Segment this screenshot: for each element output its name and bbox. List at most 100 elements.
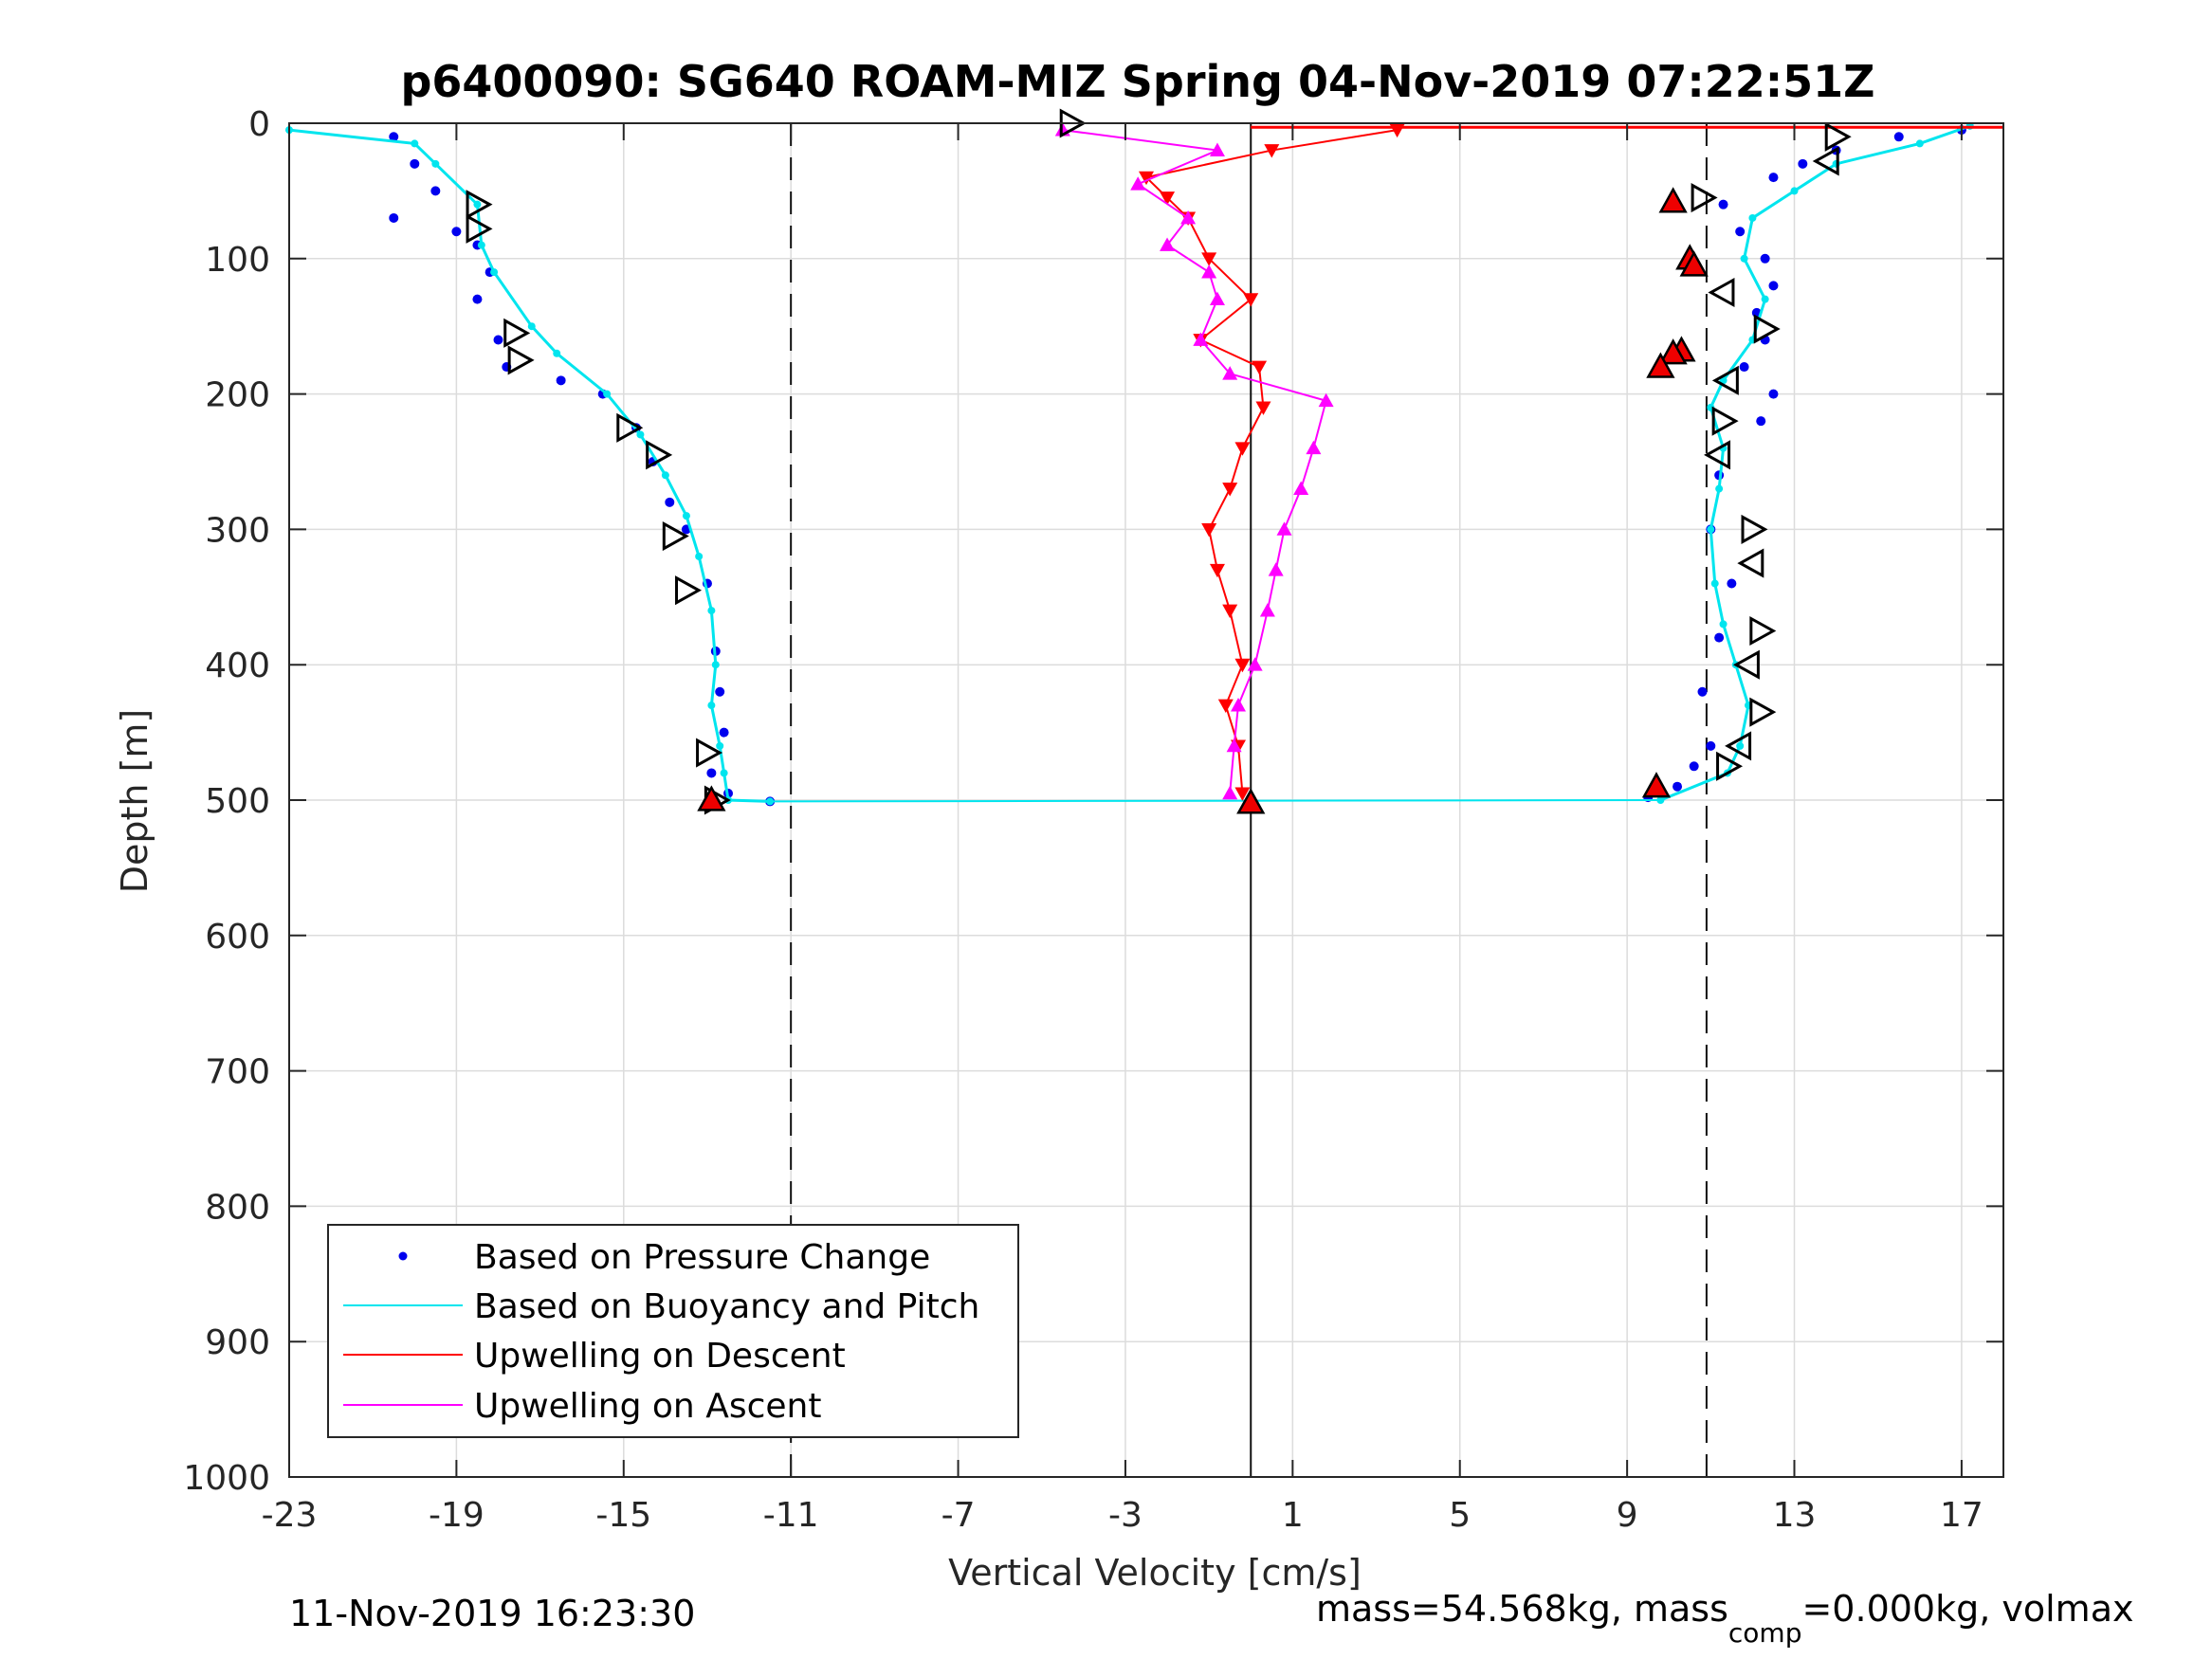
pressure-point-ascent <box>1718 199 1728 210</box>
pressure-point-ascent <box>1756 416 1766 427</box>
pressure-point-descent <box>493 335 503 345</box>
x-tick-label: 17 <box>1940 1496 1983 1535</box>
legend-label-descent: Upwelling on Descent <box>474 1337 846 1376</box>
open-triangle-marker <box>696 738 723 768</box>
buoyancy-point <box>1740 254 1748 263</box>
footer-mass-subscript: comp <box>1728 1617 1802 1649</box>
upwelling-ascent-marker <box>1222 785 1238 800</box>
y-tick-label: 700 <box>205 1053 270 1092</box>
y-axis-label: Depth [m] <box>114 709 155 894</box>
legend-label-buoyancy: Based on Buoyancy and Pitch <box>474 1287 979 1326</box>
upwelling-descent-marker <box>1201 252 1217 266</box>
upwelling-descent-marker <box>1160 191 1176 206</box>
buoyancy-point <box>695 552 704 560</box>
buoyancy-point <box>707 702 716 710</box>
upwelling-ascent-marker <box>1226 738 1242 753</box>
open-triangle-marker <box>503 318 531 348</box>
buoyancy-point <box>1790 187 1799 195</box>
upwelling-ascent-marker <box>1247 657 1263 671</box>
filled-red-triangle-marker <box>1658 338 1688 365</box>
pressure-point-descent <box>706 768 717 778</box>
open-triangle-marker <box>1716 751 1744 781</box>
upwelling-descent-marker <box>1201 523 1217 538</box>
x-tick-label: -19 <box>429 1496 484 1535</box>
pressure-point-ascent <box>1697 686 1708 697</box>
x-tick-label: -3 <box>1108 1496 1143 1535</box>
series-buoyancy-pitch <box>285 121 1974 806</box>
buoyancy-point <box>1715 484 1724 493</box>
open-triangle-marker <box>466 190 493 220</box>
pressure-point-descent <box>389 212 399 223</box>
upwelling-ascent-marker <box>1160 237 1176 251</box>
pressure-point-descent <box>410 158 420 169</box>
filled-red-triangle-marker <box>1679 250 1709 277</box>
y-tick-label: 0 <box>248 105 270 144</box>
buoyancy-point <box>473 200 482 209</box>
upwelling-ascent-marker <box>1222 366 1238 380</box>
legend: Based on Pressure Change Based on Buoyan… <box>327 1224 1019 1438</box>
open-triangle-marker <box>1749 697 1777 727</box>
buoyancy-point <box>1707 525 1715 534</box>
footer-mass-text-a: mass=54.568kg, mass <box>1316 1588 1728 1630</box>
buoyancy-point <box>1710 579 1719 588</box>
open-triangle-marker <box>1741 514 1768 544</box>
buoyancy-point <box>411 139 419 148</box>
open-triangle-marker <box>1725 731 1752 761</box>
x-tick-label: 9 <box>1617 1496 1638 1535</box>
x-tick-label: -11 <box>763 1496 819 1535</box>
upwelling-descent-marker <box>1234 442 1251 456</box>
x-tick-label: 5 <box>1449 1496 1471 1535</box>
pressure-point-descent <box>451 227 462 237</box>
open-triangle-marker <box>1691 182 1718 213</box>
footer-mass-info: mass=54.568kg, masscomp=0.000kg, volmax <box>1316 1588 2133 1649</box>
filled-red-triangle-marker <box>1658 187 1688 213</box>
pressure-point-descent <box>430 186 441 196</box>
x-axis-label: Vertical Velocity [cm/s] <box>948 1552 1362 1594</box>
pressure-point-ascent <box>1706 740 1716 751</box>
pressure-point-ascent <box>1739 362 1749 373</box>
filled-red-triangle-marker <box>697 785 726 811</box>
open-triangle-marker <box>646 440 673 470</box>
filled-red-triangle-marker <box>1236 788 1266 814</box>
footer-mass-text-b: =0.000kg, volmax <box>1801 1588 2133 1630</box>
pressure-point-ascent <box>1768 281 1779 291</box>
upwelling-ascent-marker <box>1293 481 1309 495</box>
upwelling-descent-marker <box>1243 293 1259 307</box>
buoyancy-point <box>716 741 724 750</box>
pressure-point-descent <box>665 497 675 507</box>
upwelling-ascent-marker <box>1231 698 1247 712</box>
upwelling-descent-marker <box>1209 563 1225 578</box>
buoyancy-point <box>707 607 716 615</box>
open-triangle-marker <box>507 345 535 375</box>
upwelling-ascent-marker <box>1259 603 1275 617</box>
buoyancy-point <box>553 349 561 357</box>
pressure-point-ascent <box>1768 389 1779 399</box>
upwelling-descent-marker <box>1234 787 1251 801</box>
y-tick-label: 800 <box>205 1188 270 1227</box>
pressure-point-ascent <box>1727 578 1737 589</box>
y-tick-label: 1000 <box>183 1459 270 1498</box>
open-triangle-marker <box>662 520 689 552</box>
legend-label-ascent: Upwelling on Ascent <box>474 1387 821 1426</box>
open-triangle-marker <box>1824 121 1852 152</box>
buoyancy-point <box>603 390 612 398</box>
upwelling-ascent-marker <box>1201 264 1217 279</box>
upwelling-descent-marker <box>1252 360 1268 375</box>
upwelling-ascent-marker <box>1209 291 1225 306</box>
open-triangle-marker <box>675 575 703 606</box>
open-triangle-marker <box>1711 365 1739 395</box>
buoyancy-point <box>636 430 645 439</box>
upwelling-descent-marker <box>1222 483 1238 497</box>
buoyancy-point <box>1736 741 1745 750</box>
y-tick-label: 900 <box>205 1323 270 1362</box>
filled-red-triangle-marker <box>1646 352 1675 378</box>
buoyancy-point <box>720 769 728 777</box>
open-triangle-marker <box>1812 146 1839 176</box>
buoyancy-line-ascent <box>1659 124 1971 802</box>
pressure-point-ascent <box>1768 173 1779 183</box>
upwelling-ascent-marker <box>1318 392 1334 408</box>
upwelling-ascent-marker <box>1130 176 1146 191</box>
buoyancy-point <box>711 661 720 669</box>
open-triangle-marker <box>1749 615 1777 647</box>
